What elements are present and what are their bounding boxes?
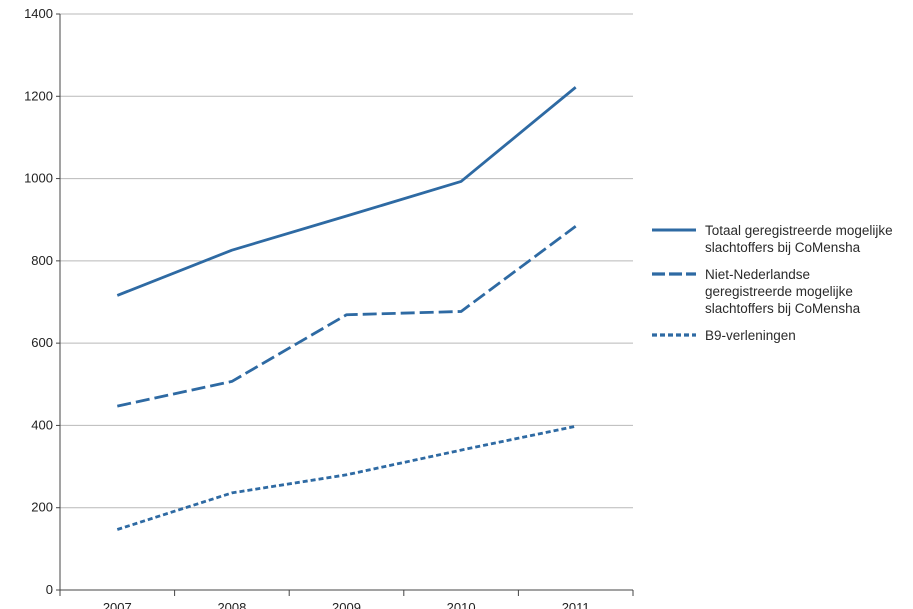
legend-item-niet-nederlandse: Niet-Nederlandse geregistreerde mogelijk… bbox=[651, 266, 906, 317]
y-tick-label-400: 400 bbox=[31, 417, 53, 432]
x-tick-labels: 2007 2008 2009 2010 2011 bbox=[103, 600, 590, 609]
legend-label-b9: B9-verleningen bbox=[705, 328, 796, 343]
series-line-totaal bbox=[116, 86, 577, 297]
series-line-niet-nederlandse bbox=[117, 225, 577, 408]
x-tick-label-2011: 2011 bbox=[562, 600, 590, 609]
legend-item-b9: B9-verleningen bbox=[651, 327, 906, 345]
x-tick-label-2007: 2007 bbox=[103, 600, 132, 609]
legend-swatch-solid bbox=[652, 228, 696, 232]
y-tick-labels: 0 200 400 600 800 1000 1200 1400 bbox=[24, 6, 53, 597]
legend-label-totaal: Totaal geregistreerde mogelijke slachtof… bbox=[705, 223, 893, 255]
grid-lines bbox=[60, 13, 633, 509]
legend-swatch-short-dash bbox=[652, 333, 696, 337]
y-tick-label-600: 600 bbox=[31, 335, 53, 350]
legend-swatch-long-dash bbox=[652, 272, 696, 276]
x-tick-label-2009: 2009 bbox=[332, 600, 361, 609]
legend-label-niet-nederlandse: Niet-Nederlandse geregistreerde mogelijk… bbox=[705, 267, 861, 316]
x-tick-label-2010: 2010 bbox=[447, 600, 476, 609]
y-tick-label-1200: 1200 bbox=[24, 88, 53, 103]
y-tick-label-0: 0 bbox=[46, 582, 53, 597]
legend: Totaal geregistreerde mogelijke slachtof… bbox=[651, 222, 906, 355]
y-tick-label-1400: 1400 bbox=[24, 6, 53, 21]
y-tick-label-1000: 1000 bbox=[24, 171, 53, 186]
axes bbox=[56, 13, 634, 596]
series-line-b9 bbox=[116, 424, 576, 531]
y-tick-label-800: 800 bbox=[31, 253, 53, 268]
y-tick-label-200: 200 bbox=[31, 500, 53, 515]
legend-item-totaal: Totaal geregistreerde mogelijke slachtof… bbox=[651, 222, 906, 256]
series-lines bbox=[116, 86, 577, 531]
x-tick-label-2008: 2008 bbox=[217, 600, 246, 609]
